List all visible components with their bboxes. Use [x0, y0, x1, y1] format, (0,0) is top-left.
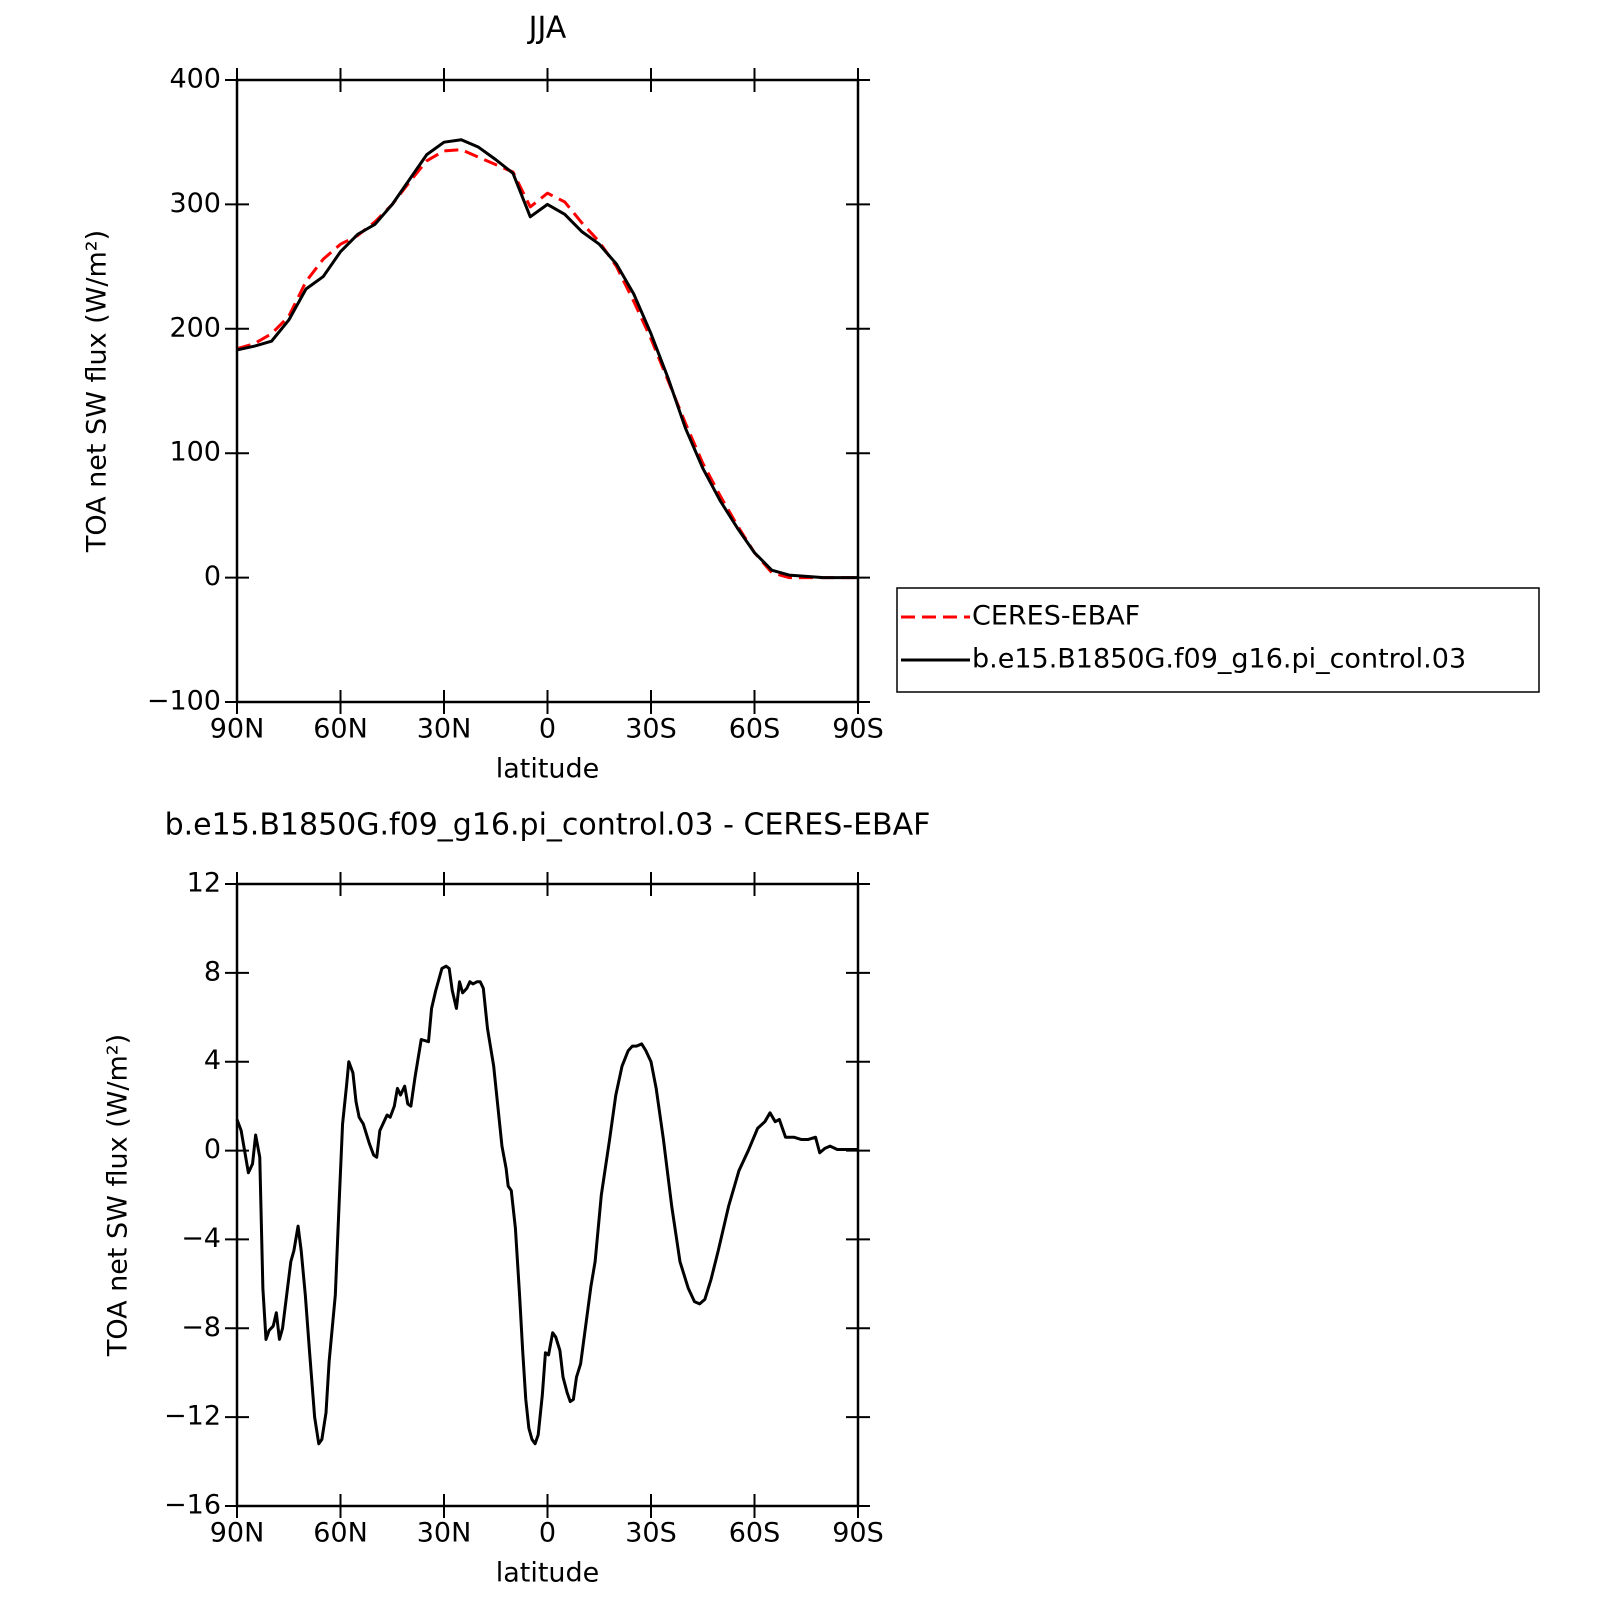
- x-tick-label: 30N: [417, 714, 472, 745]
- data-line: [235, 964, 858, 1446]
- data-line: [236, 138, 858, 580]
- y-axis-label: TOA net SW flux (W/m²): [103, 1034, 134, 1357]
- y-tick-label: −16: [164, 1490, 221, 1521]
- x-tick-label: 0: [539, 1518, 556, 1549]
- chart-title: b.e15.B1850G.f09_g16.pi_control.03 - CER…: [165, 808, 931, 843]
- legend-label: CERES-EBAF: [972, 601, 1140, 632]
- y-tick-label: 300: [169, 188, 221, 219]
- data-line: [236, 148, 858, 580]
- x-tick-label: 30S: [625, 714, 677, 745]
- x-tick-label: 30N: [417, 1518, 472, 1549]
- y-tick-label: 0: [204, 561, 221, 592]
- x-axis-label: latitude: [496, 1558, 600, 1589]
- x-tick-label: 90N: [210, 714, 265, 745]
- y-axis-label: TOA net SW flux (W/m²): [82, 230, 113, 553]
- x-tick-label: 60N: [313, 714, 368, 745]
- y-tick-label: −12: [164, 1401, 221, 1432]
- y-tick-label: 4: [204, 1045, 221, 1076]
- legend-label: b.e15.B1850G.f09_g16.pi_control.03: [972, 644, 1466, 675]
- y-tick-label: 0: [204, 1134, 221, 1165]
- legend-box: [896, 587, 1540, 693]
- x-tick-label: 90S: [832, 1518, 884, 1549]
- chart-title: JJA: [527, 11, 567, 46]
- x-tick-label: 60S: [729, 1518, 781, 1549]
- y-tick-label: 8: [204, 956, 221, 987]
- y-tick-label: 200: [169, 312, 221, 343]
- x-axis-label: latitude: [496, 754, 600, 785]
- plot-frame: [235, 78, 860, 704]
- y-tick-label: 100: [169, 437, 221, 468]
- plot-frame: [235, 882, 860, 1508]
- x-tick-label: 90S: [832, 714, 884, 745]
- x-tick-label: 60N: [313, 1518, 368, 1549]
- y-tick-label: 400: [169, 64, 221, 95]
- x-tick-label: 0: [539, 714, 556, 745]
- y-tick-label: 12: [187, 868, 221, 899]
- y-tick-label: −8: [181, 1312, 221, 1343]
- y-tick-label: −4: [181, 1223, 221, 1254]
- x-tick-label: 90N: [210, 1518, 265, 1549]
- x-tick-label: 30S: [625, 1518, 677, 1549]
- y-tick-label: −100: [147, 686, 221, 717]
- x-tick-label: 60S: [729, 714, 781, 745]
